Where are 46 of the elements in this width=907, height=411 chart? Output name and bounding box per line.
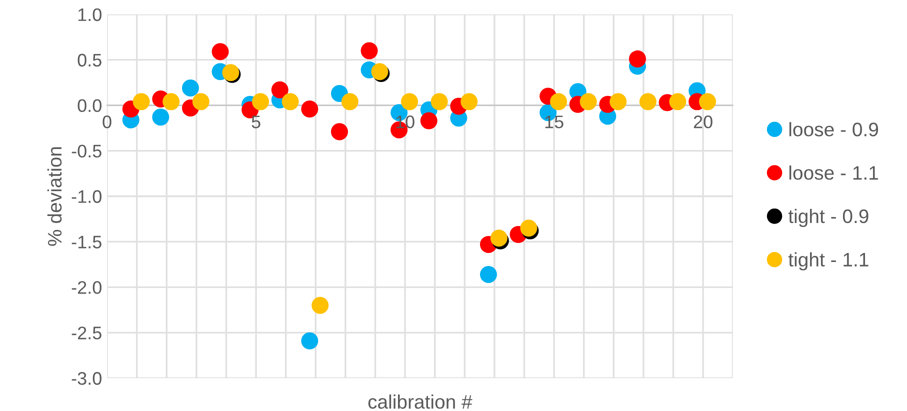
point [162, 93, 180, 110]
point [192, 93, 210, 110]
point [330, 123, 348, 140]
point [628, 50, 646, 68]
y-axis-title: % deviation [47, 147, 62, 246]
y-tick-label: 1.0 [78, 8, 102, 22]
y-tick-label: -1.5 [72, 236, 102, 248]
point [430, 93, 448, 110]
point [580, 93, 597, 110]
point [182, 80, 199, 97]
legend-label: loose - 1.1 [789, 165, 878, 180]
y-tick-label: -3.0 [72, 372, 102, 385]
point [401, 93, 418, 110]
point [420, 112, 438, 130]
point [282, 93, 299, 110]
y-tick-label: -1.0 [72, 190, 102, 203]
point [550, 93, 568, 110]
point [152, 108, 170, 126]
point [480, 266, 497, 283]
y-tick-label: 0.5 [78, 54, 102, 67]
point [699, 93, 716, 110]
point [132, 93, 150, 110]
x-tick-label: 20 [694, 116, 712, 128]
point [610, 93, 627, 110]
y-tick-label: -2.5 [72, 326, 102, 340]
point [252, 93, 270, 110]
x-tick-label: 0 [102, 116, 112, 128]
x-tick-label: 15 [545, 116, 564, 128]
point [669, 93, 686, 110]
y-tick-label: -2.0 [72, 281, 102, 294]
point [341, 93, 358, 110]
point [301, 100, 318, 118]
y-tick-label: 0.0 [78, 99, 102, 112]
legend-label: tight - 1.1 [788, 252, 868, 270]
y-tick-label: -0.5 [72, 144, 102, 158]
point [312, 296, 329, 314]
point [639, 93, 656, 110]
point [271, 81, 288, 98]
legend-label: loose - 0.9 [789, 122, 878, 136]
point [301, 332, 318, 350]
x-axis-title: calibration # [368, 394, 472, 409]
point [460, 93, 478, 110]
point [360, 42, 378, 60]
legend-label: tight - 0.9 [788, 208, 868, 228]
point [212, 43, 229, 60]
x-tick-label: 5 [252, 116, 260, 128]
